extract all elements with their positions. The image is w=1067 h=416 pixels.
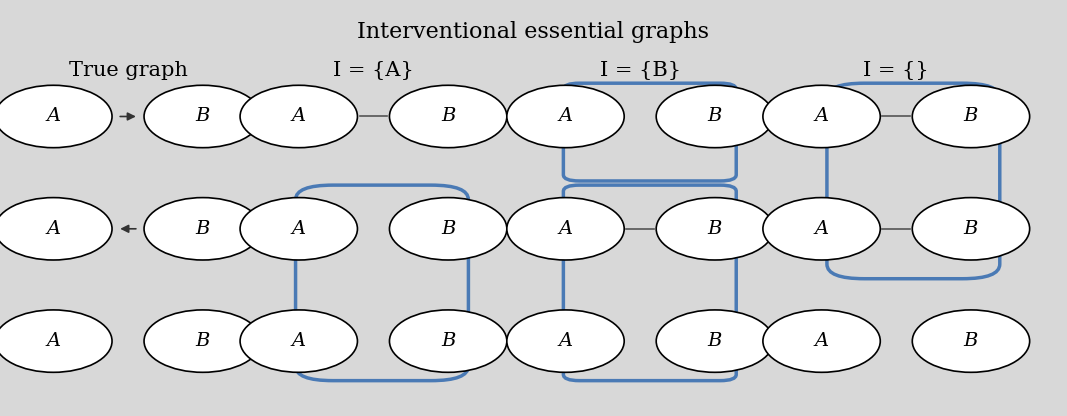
Text: B: B	[195, 220, 210, 238]
Text: I = {A}: I = {A}	[333, 61, 414, 80]
Ellipse shape	[656, 85, 774, 148]
Text: A: A	[814, 220, 829, 238]
Text: B: B	[707, 332, 722, 350]
Ellipse shape	[0, 85, 112, 148]
Ellipse shape	[912, 310, 1030, 372]
Ellipse shape	[656, 310, 774, 372]
Text: A: A	[46, 332, 61, 350]
Text: B: B	[441, 107, 456, 126]
Text: B: B	[195, 107, 210, 126]
Text: I = {B}: I = {B}	[600, 61, 681, 80]
Ellipse shape	[389, 198, 507, 260]
Ellipse shape	[912, 85, 1030, 148]
Ellipse shape	[389, 310, 507, 372]
Ellipse shape	[763, 198, 880, 260]
Text: B: B	[195, 332, 210, 350]
Text: B: B	[964, 107, 978, 126]
Text: True graph: True graph	[68, 61, 188, 80]
Ellipse shape	[507, 310, 624, 372]
Ellipse shape	[656, 198, 774, 260]
Text: A: A	[46, 107, 61, 126]
Ellipse shape	[763, 310, 880, 372]
Text: B: B	[707, 107, 722, 126]
Text: A: A	[558, 332, 573, 350]
Ellipse shape	[389, 85, 507, 148]
Text: I = {}: I = {}	[863, 61, 929, 80]
Ellipse shape	[763, 85, 880, 148]
Ellipse shape	[144, 85, 261, 148]
Ellipse shape	[240, 310, 357, 372]
Text: A: A	[814, 332, 829, 350]
Text: B: B	[441, 332, 456, 350]
Ellipse shape	[912, 198, 1030, 260]
Text: B: B	[964, 220, 978, 238]
Text: A: A	[291, 220, 306, 238]
Ellipse shape	[0, 198, 112, 260]
Ellipse shape	[507, 198, 624, 260]
Text: A: A	[46, 220, 61, 238]
Ellipse shape	[0, 310, 112, 372]
Ellipse shape	[240, 85, 357, 148]
Ellipse shape	[144, 198, 261, 260]
Text: Interventional essential graphs: Interventional essential graphs	[357, 21, 710, 43]
Ellipse shape	[507, 85, 624, 148]
Text: B: B	[707, 220, 722, 238]
Text: A: A	[291, 107, 306, 126]
Text: A: A	[558, 107, 573, 126]
Text: B: B	[441, 220, 456, 238]
Ellipse shape	[144, 310, 261, 372]
Text: A: A	[558, 220, 573, 238]
Text: A: A	[291, 332, 306, 350]
Ellipse shape	[240, 198, 357, 260]
Text: B: B	[964, 332, 978, 350]
Text: A: A	[814, 107, 829, 126]
